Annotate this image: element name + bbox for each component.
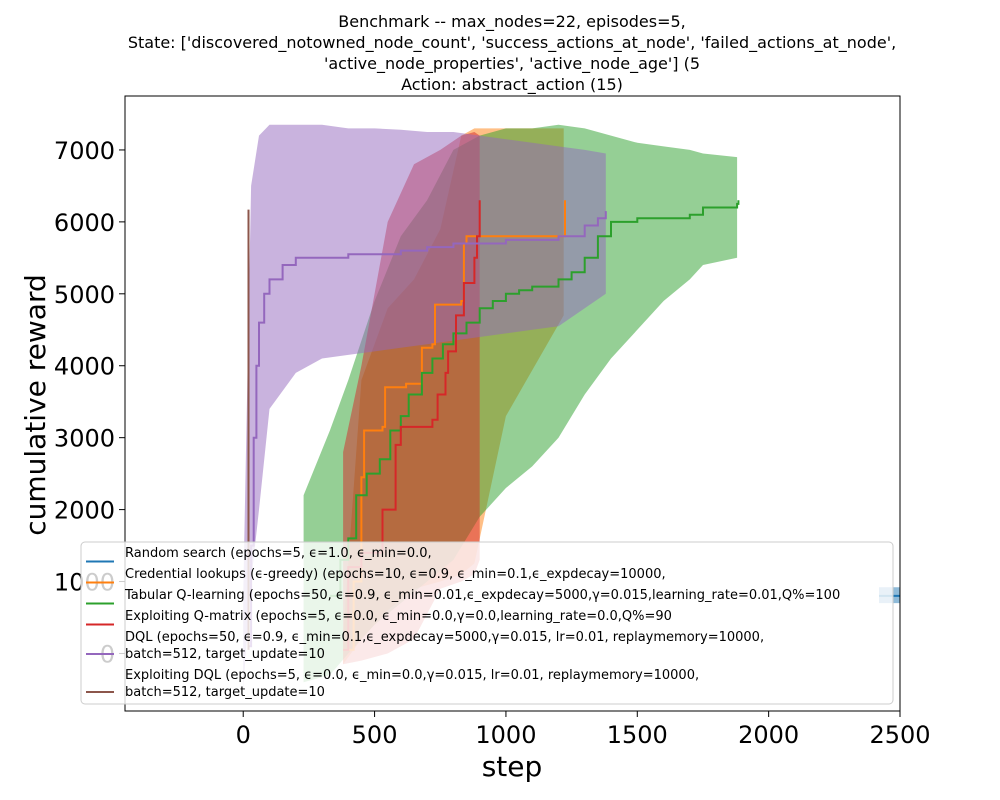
title-line-4: Action: abstract_action (15) — [401, 75, 623, 95]
legend-label-tabular-q-learning-epochs-50-0-9-min-0-0: Tabular Q-learning (epochs=50, ϵ=0.9, ϵ_… — [124, 588, 840, 603]
title-line-1: Benchmark -- max_nodes=22, episodes=5, — [338, 12, 686, 32]
y-tick-label: 4000 — [54, 353, 115, 381]
title-line-3: 'active_node_properties', 'active_node_a… — [324, 54, 700, 74]
chart-title: Benchmark -- max_nodes=22, episodes=5, S… — [128, 12, 896, 95]
line-series-5 — [248, 211, 607, 648]
y-tick-label: 2000 — [54, 497, 115, 525]
legend-box — [80, 541, 894, 705]
y-axis-ticks: 01000200030004000500060007000 — [54, 137, 125, 668]
title-line-2: State: ['discovered_notowned_node_count'… — [128, 33, 896, 53]
legend-label-exploiting-dql-epochs-5-0-0-min-0-0-0-01: batch=512, target_update=10 — [125, 685, 325, 700]
x-tick-label: 2500 — [869, 721, 930, 749]
line-series-3 — [329, 200, 740, 597]
y-axis-label: cumulative reward — [19, 274, 52, 536]
y-tick-label: 5000 — [54, 281, 115, 309]
legend-label-random-search-epochs-5-1-0-min-0-0: Random search (epochs=5, ϵ=1.0, ϵ_min=0.… — [125, 546, 432, 561]
x-tick-label: 500 — [352, 721, 398, 749]
x-axis-label: step — [482, 750, 543, 783]
x-tick-label: 0 — [236, 721, 251, 749]
legend-label-dql-epochs-50-0-9-min-0-1-expdecay-5000-: batch=512, target_update=10 — [125, 647, 325, 662]
y-tick-label: 6000 — [54, 209, 115, 237]
x-axis-ticks: 0 500 1000 1500 2000 2500 — [236, 711, 931, 749]
x-tick-label: 1500 — [607, 721, 668, 749]
legend-label-credential-lookups-greedy-epochs-10-0-9-: Credential lookups (ϵ-greedy) (epochs=10… — [125, 567, 666, 582]
y-tick-label: 3000 — [54, 425, 115, 453]
legend-label-exploiting-dql-epochs-5-0-0-min-0-0-0-01: Exploiting DQL (epochs=5, ϵ=0.0, ϵ_min=0… — [125, 668, 699, 683]
legend: Random search (epochs=5, ϵ=1.0, ϵ_min=0.… — [80, 541, 894, 705]
legend-label-dql-epochs-50-0-9-min-0-1-expdecay-5000-: DQL (epochs=50, ϵ=0.9, ϵ_min=0.1,ϵ_expde… — [125, 630, 764, 645]
legend-label-exploiting-q-matrix-epochs-5-0-0-min-0-0: Exploiting Q-matrix (epochs=5, ϵ=0.0, ϵ_… — [125, 609, 672, 624]
x-tick-label: 2000 — [738, 721, 799, 749]
band-series-5 — [243, 124, 606, 690]
x-tick-label: 1000 — [475, 721, 536, 749]
y-tick-label: 7000 — [54, 137, 115, 165]
plot-frame — [124, 95, 901, 712]
